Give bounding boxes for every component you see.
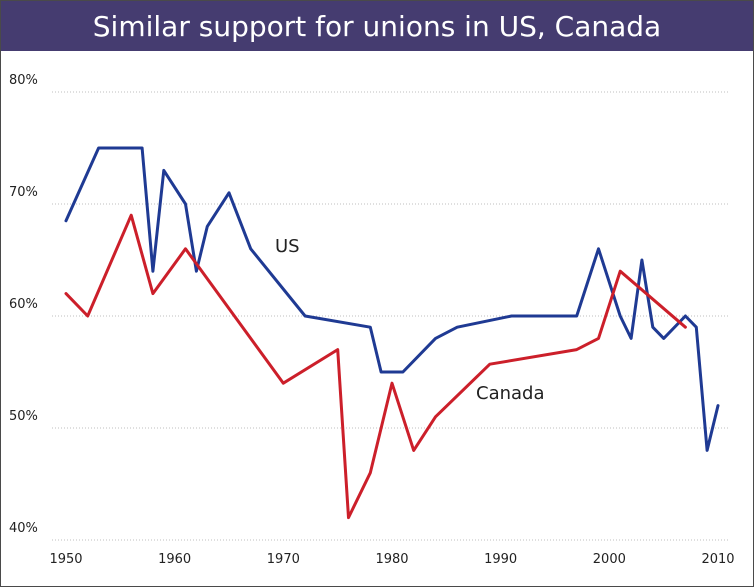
y-tick-label: 80% xyxy=(9,73,38,88)
x-tick-label: 1990 xyxy=(484,552,517,567)
x-tick-label: 1980 xyxy=(375,552,408,567)
series-line-us xyxy=(64,146,720,452)
x-tick-label: 2000 xyxy=(593,552,626,567)
x-tick-label: 1960 xyxy=(158,552,191,567)
y-tick-label: 70% xyxy=(9,185,38,200)
x-axis: 1950 1960 1970 1980 1990 2000 2010 xyxy=(49,552,734,567)
gridlines xyxy=(52,91,728,541)
y-tick-label: 50% xyxy=(9,409,38,424)
y-axis: 40% 50% 60% 70% 80% xyxy=(9,73,38,536)
series-line-canada xyxy=(64,213,687,520)
chart-title: Similar support for unions in US, Canada xyxy=(1,1,753,51)
y-tick-label: 40% xyxy=(9,521,38,536)
series-lines xyxy=(64,146,720,520)
series-labels: US Canada xyxy=(275,236,545,404)
series-label-us: US xyxy=(275,236,300,257)
y-tick-label: 60% xyxy=(9,297,38,312)
x-tick-label: 1970 xyxy=(267,552,300,567)
series-label-canada: Canada xyxy=(476,383,545,404)
x-tick-label: 1950 xyxy=(49,552,82,567)
x-tick-label: 2010 xyxy=(701,552,734,567)
